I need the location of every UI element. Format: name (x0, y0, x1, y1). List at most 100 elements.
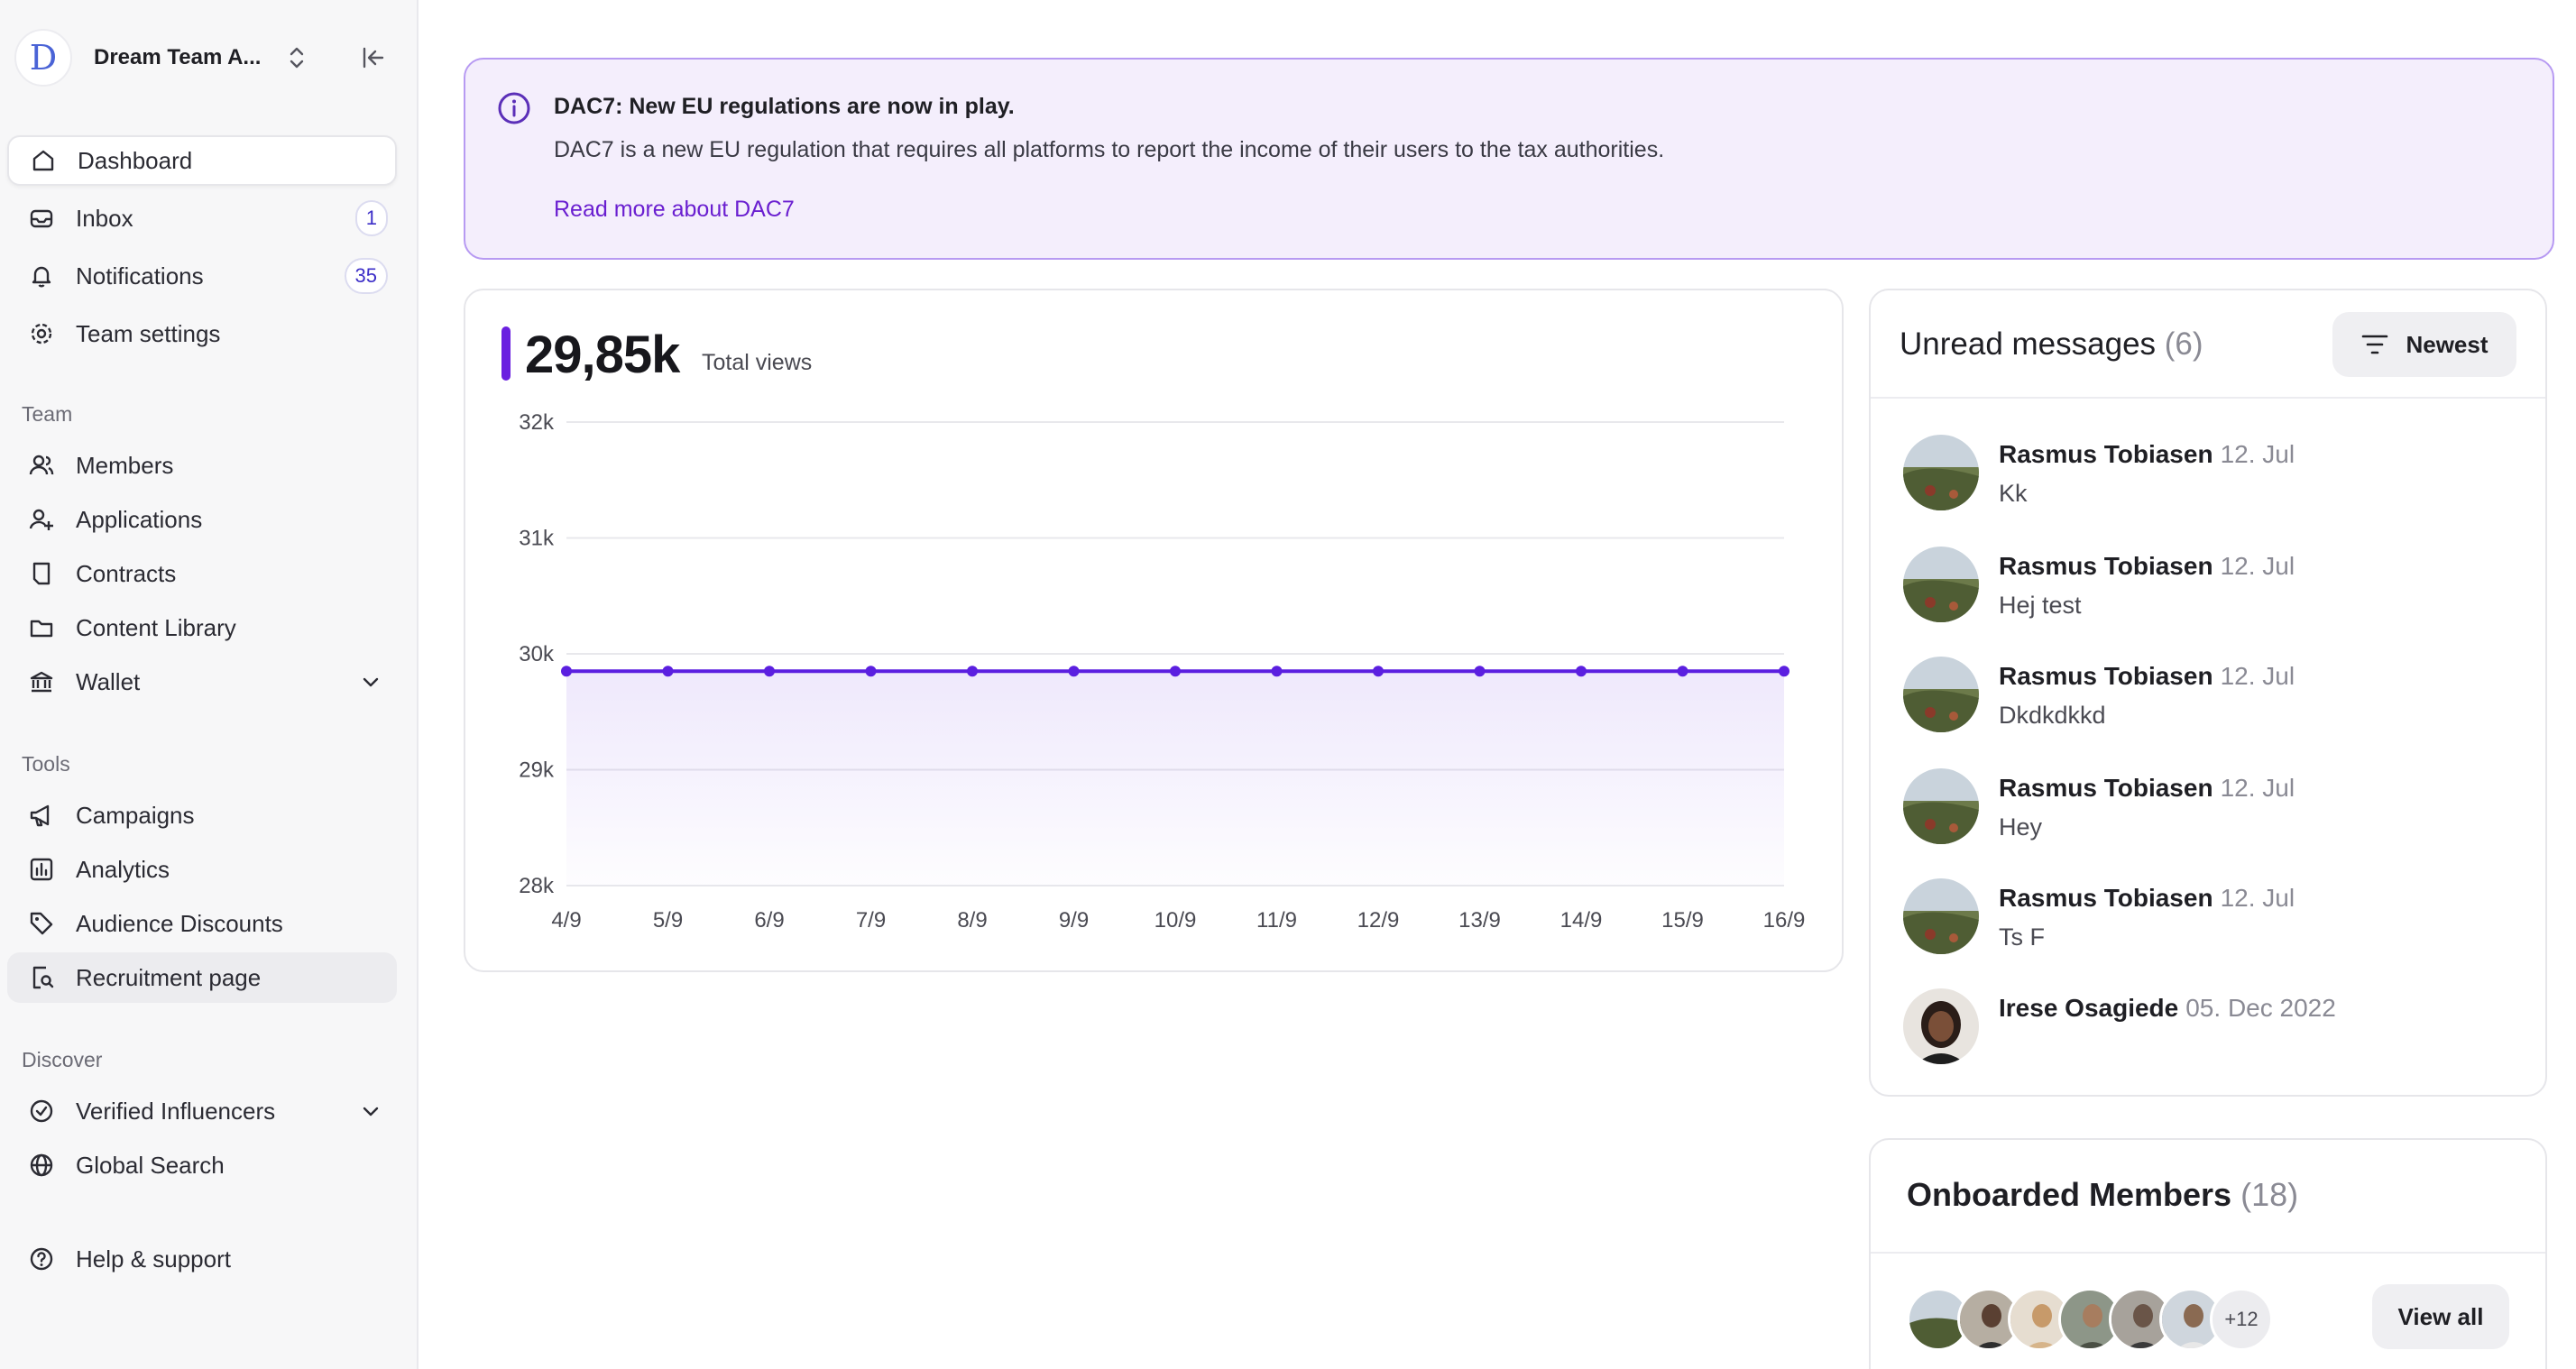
sidebar-item-campaigns[interactable]: Campaigns (7, 790, 397, 841)
total-views-value: 29,85k (525, 326, 680, 384)
sidebar-item-recruitment-page[interactable]: Recruitment page (7, 952, 397, 1003)
message-date: 05. Dec 2022 (2185, 994, 2336, 1022)
onboarded-members-title: Onboarded Members (18) (1907, 1176, 2299, 1213)
divider (1871, 1252, 2545, 1254)
member-avatar-stack[interactable]: +12 (1907, 1288, 2286, 1351)
sidebar-item-label: Wallet (76, 667, 141, 695)
sidebar-item-members[interactable]: Members (7, 440, 397, 491)
message-preview: Hej test (1999, 592, 2082, 619)
y-tick-label: 31k (519, 527, 555, 551)
message-item[interactable]: Rasmus Tobiasen 12. Jul Hey (1903, 768, 2516, 859)
sidebar-item-team-settings[interactable]: Team settings (7, 308, 397, 359)
data-point (764, 666, 775, 677)
sidebar-item-applications[interactable]: Applications (7, 494, 397, 545)
notifications-count-badge: 35 (344, 258, 388, 294)
message-item[interactable]: Rasmus Tobiasen 12. Jul Hej test (1903, 547, 2516, 637)
users-icon (25, 449, 58, 482)
avatar (2058, 1288, 2121, 1351)
message-date: 12. Jul (2220, 662, 2295, 690)
avatar (1903, 878, 1979, 954)
message-item[interactable]: Irese Osagiede 05. Dec 2022 (1903, 988, 2516, 1079)
y-tick-label: 32k (519, 410, 555, 435)
sidebar-item-global-search[interactable]: Global Search (7, 1140, 397, 1190)
chevron-down-icon[interactable] (357, 668, 384, 695)
data-point (1474, 666, 1486, 677)
sidebar-item-label: Help & support (76, 1245, 231, 1273)
sidebar-item-contracts[interactable]: Contracts (7, 548, 397, 599)
workspace-header: D Dream Team A... (14, 27, 393, 88)
message-item[interactable]: Rasmus Tobiasen 12. Jul Ts F (1903, 878, 2516, 969)
workspace-name[interactable]: Dream Team A... (94, 45, 262, 69)
sidebar-item-label: Applications (76, 505, 203, 533)
data-point (967, 666, 978, 677)
read-more-dac7-link[interactable]: Read more about DAC7 (554, 197, 795, 222)
sidebar-item-label: Inbox (76, 204, 133, 232)
message-item[interactable]: Rasmus Tobiasen 12. Jul Dkdkdkkd (1903, 657, 2516, 747)
chevron-up-down-icon[interactable] (283, 40, 310, 76)
user-plus-icon (25, 503, 58, 536)
document-icon (25, 557, 58, 590)
sidebar-item-label: Campaigns (76, 801, 195, 829)
sidebar-item-analytics[interactable]: Analytics (7, 844, 397, 895)
sidebar-item-audience-discounts[interactable]: Audience Discounts (7, 898, 397, 949)
y-tick-label: 29k (519, 758, 555, 783)
chevron-down-icon[interactable] (357, 1098, 384, 1125)
tag-icon (25, 907, 58, 940)
sidebar-item-dashboard[interactable]: Dashboard (7, 135, 397, 186)
globe-icon (25, 1149, 58, 1181)
sender-name: Rasmus Tobiasen 12. Jul (1999, 440, 2295, 468)
sender-name: Rasmus Tobiasen 12. Jul (1999, 774, 2295, 802)
sidebar-item-verified-influencers[interactable]: Verified Influencers (7, 1086, 397, 1136)
x-tick-label: 15/9 (1661, 908, 1704, 933)
page-search-icon (25, 961, 58, 994)
y-tick-label: 28k (519, 874, 555, 898)
data-point (1170, 666, 1181, 677)
section-label-team: Team (22, 402, 73, 426)
avatar (1903, 768, 1979, 844)
data-point (1779, 666, 1789, 677)
y-tick-label: 30k (519, 642, 555, 666)
sidebar-item-label: Verified Influencers (76, 1097, 276, 1125)
sidebar-item-label: Global Search (76, 1151, 225, 1179)
divider (1871, 397, 2545, 399)
x-tick-label: 9/9 (1059, 908, 1089, 933)
collapse-sidebar-icon[interactable] (355, 40, 391, 76)
x-tick-label: 10/9 (1155, 908, 1197, 933)
sender-name: Rasmus Tobiasen 12. Jul (1999, 884, 2295, 912)
onboarded-count: (18) (2240, 1176, 2299, 1213)
data-point (1576, 666, 1587, 677)
data-point (1373, 666, 1384, 677)
x-tick-label: 5/9 (653, 908, 683, 933)
x-tick-label: 8/9 (957, 908, 987, 933)
filter-lines-icon (2362, 335, 2388, 354)
workspace-logo[interactable]: D (14, 29, 72, 87)
sidebar-item-content-library[interactable]: Content Library (7, 602, 397, 653)
x-tick-label: 12/9 (1357, 908, 1400, 933)
data-point (561, 666, 572, 677)
total-views-label: Total views (702, 350, 813, 375)
sidebar-item-label: Team settings (76, 319, 221, 347)
sidebar-item-label: Recruitment page (76, 963, 262, 991)
avatar (1903, 547, 1979, 622)
sidebar-item-label: Contracts (76, 559, 177, 587)
sort-newest-button[interactable]: Newest (2332, 312, 2516, 377)
x-tick-label: 7/9 (856, 908, 886, 933)
series-area (566, 671, 1784, 886)
sidebar: D Dream Team A... Dashboard Inbox 1 Noti… (0, 0, 419, 1369)
data-point (1677, 666, 1688, 677)
inbox-icon (25, 202, 58, 234)
sidebar-item-inbox[interactable]: Inbox 1 (7, 193, 397, 243)
sidebar-item-wallet[interactable]: Wallet (7, 657, 397, 707)
sidebar-item-help-support[interactable]: Help & support (7, 1234, 397, 1284)
avatar (1903, 988, 1979, 1064)
sidebar-item-label: Notifications (76, 262, 204, 289)
sidebar-item-label: Content Library (76, 613, 236, 641)
inbox-count-badge: 1 (354, 200, 388, 236)
x-tick-label: 16/9 (1763, 908, 1806, 933)
section-label-tools: Tools (22, 752, 70, 776)
message-item[interactable]: Rasmus Tobiasen 12. Jul Kk (1903, 435, 2516, 525)
sidebar-item-notifications[interactable]: Notifications 35 (7, 251, 397, 301)
banner-title: DAC7: New EU regulations are now in play… (554, 94, 1015, 119)
unread-messages-card: Unread messages (6) Newest Rasmus Tobias… (1869, 289, 2547, 1097)
view-all-button[interactable]: View all (2372, 1284, 2509, 1349)
